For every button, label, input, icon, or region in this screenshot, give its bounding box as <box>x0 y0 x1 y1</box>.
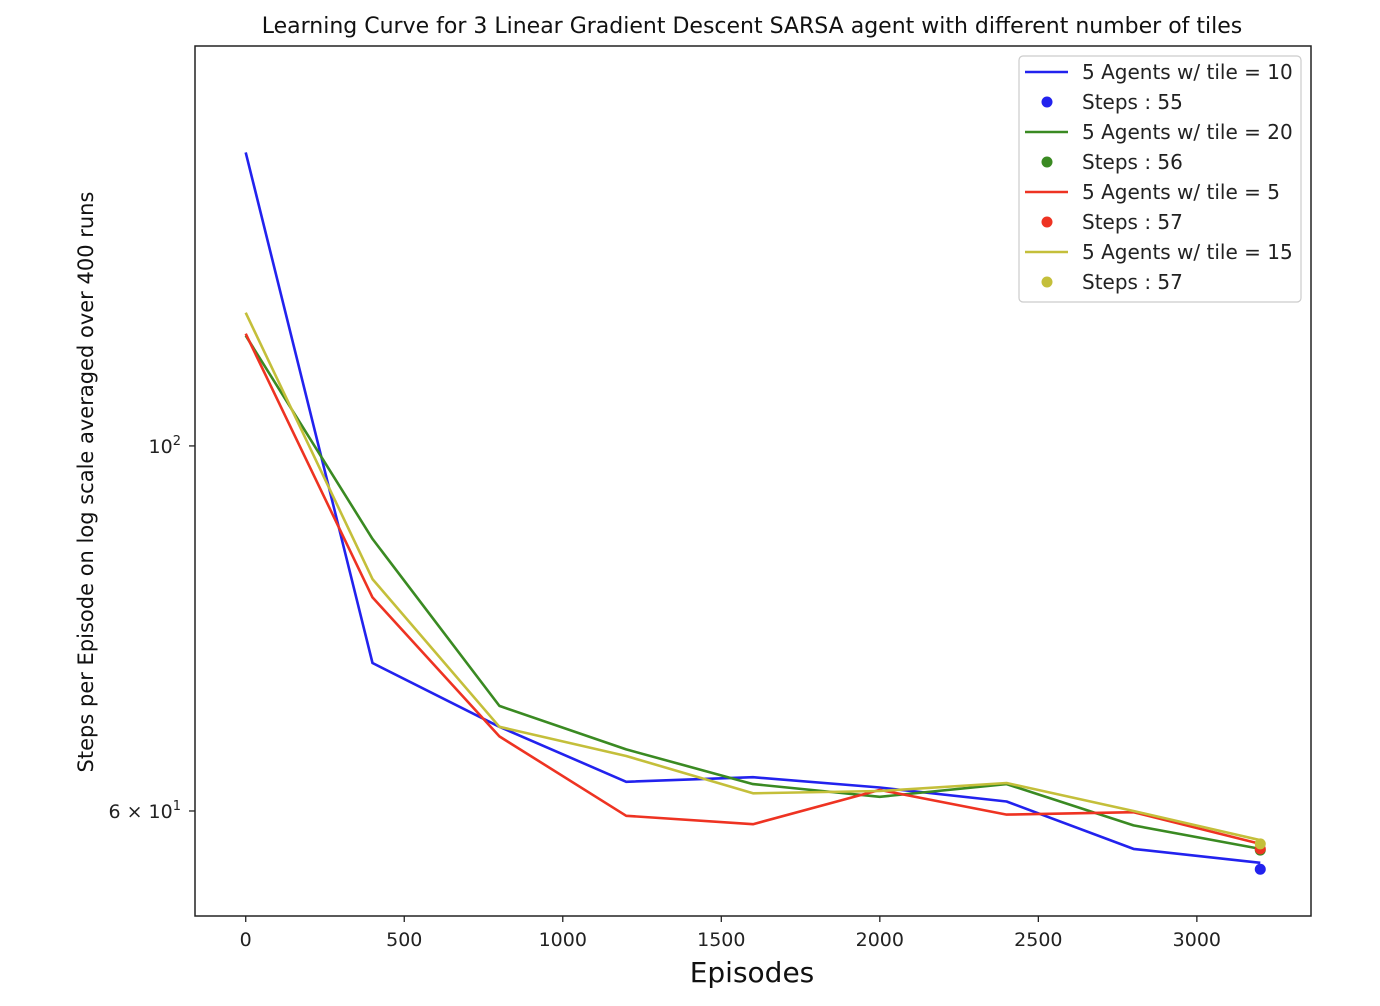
y-axis-label: Steps per Episode on log scale averaged … <box>74 192 98 773</box>
x-tick-label: 3000 <box>1173 929 1221 951</box>
series-line-1 <box>244 152 1261 865</box>
y-tick-label: 102 <box>149 434 181 458</box>
final-points <box>1254 838 1266 875</box>
legend-series-label: 5 Agents w/ tile = 5 <box>1082 180 1280 204</box>
x-tick-label: 500 <box>386 929 422 951</box>
legend-point-swatch <box>1041 276 1053 288</box>
legend-box <box>1018 55 1302 303</box>
legend-point-swatch <box>1041 216 1053 228</box>
legend-series-label: 5 Agents w/ tile = 20 <box>1082 120 1293 144</box>
series-line-3 <box>244 333 1261 846</box>
y-tick-label: 6 × 101 <box>108 799 181 823</box>
x-tick-label: 2500 <box>1014 929 1062 951</box>
legend-series-label: 5 Agents w/ tile = 15 <box>1082 240 1293 264</box>
legend-point-swatch <box>1041 96 1053 108</box>
legend-point-label: Steps : 57 <box>1082 210 1183 234</box>
x-axis-label: Episodes <box>690 956 815 989</box>
x-tick-label: 0 <box>240 929 252 951</box>
series-lines <box>244 152 1261 865</box>
x-axis-ticks: 0 500 1000 1500 2000 2500 3000 <box>240 916 1221 951</box>
legend-series-label: 5 Agents w/ tile = 10 <box>1082 60 1293 84</box>
x-tick-label: 1500 <box>697 929 745 951</box>
series-line-2 <box>244 334 1261 851</box>
legend-point-label: Steps : 55 <box>1082 90 1183 114</box>
final-point-4 <box>1254 838 1266 850</box>
legend-point-label: Steps : 56 <box>1082 150 1183 174</box>
final-point-1 <box>1254 863 1266 875</box>
legend: 5 Agents w/ tile = 10 Steps : 55 5 Agents … <box>1018 55 1302 303</box>
legend-point-label: Steps : 57 <box>1082 270 1183 294</box>
chart-title: Learning Curve for 3 Linear Gradient Des… <box>262 14 1243 39</box>
x-tick-label: 1000 <box>539 929 587 951</box>
x-tick-label: 2000 <box>856 929 904 951</box>
y-axis-ticks: 6 × 101 102 <box>108 434 195 823</box>
legend-point-swatch <box>1041 156 1053 168</box>
series-line-4 <box>244 312 1261 842</box>
